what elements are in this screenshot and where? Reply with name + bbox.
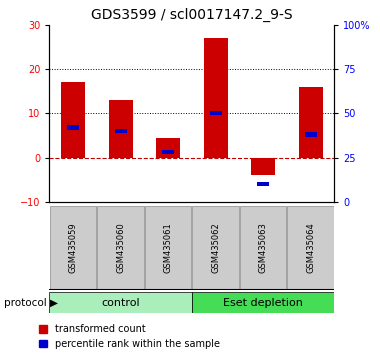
Bar	[145, 206, 192, 290]
Bar	[240, 206, 287, 290]
Bar	[109, 100, 133, 158]
Text: Eset depletion: Eset depletion	[223, 298, 303, 308]
Bar	[67, 125, 79, 130]
Bar	[97, 206, 144, 290]
Text: protocol ▶: protocol ▶	[4, 298, 58, 308]
Bar	[204, 38, 228, 158]
Bar	[305, 132, 317, 137]
Title: GDS3599 / scl0017147.2_9-S: GDS3599 / scl0017147.2_9-S	[91, 8, 293, 22]
Bar	[287, 206, 334, 290]
Text: GSM435064: GSM435064	[306, 222, 315, 273]
Bar	[50, 206, 97, 290]
Bar	[115, 129, 127, 133]
Bar	[49, 292, 192, 313]
Text: GSM435062: GSM435062	[211, 222, 220, 273]
Bar	[257, 182, 269, 186]
Bar	[162, 150, 174, 154]
Bar	[156, 138, 180, 158]
Bar	[299, 87, 323, 158]
Text: GSM435060: GSM435060	[116, 222, 125, 273]
Bar	[251, 158, 275, 175]
Text: GSM435059: GSM435059	[69, 222, 78, 273]
Bar	[61, 82, 85, 158]
Text: GSM435061: GSM435061	[164, 222, 173, 273]
Bar	[192, 206, 239, 290]
Text: control: control	[101, 298, 140, 308]
Text: GSM435063: GSM435063	[259, 222, 268, 273]
Bar	[210, 111, 222, 115]
Bar	[192, 292, 334, 313]
Legend: transformed count, percentile rank within the sample: transformed count, percentile rank withi…	[39, 324, 220, 349]
